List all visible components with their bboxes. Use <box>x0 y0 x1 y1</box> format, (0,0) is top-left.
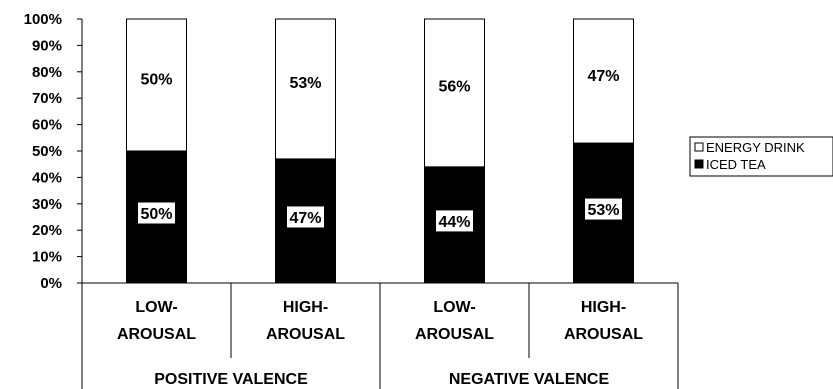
y-tick-label: 10% <box>32 249 62 266</box>
data-label-box <box>286 205 325 229</box>
data-label-energy-drink: 47% <box>587 68 619 85</box>
legend-swatch <box>694 159 704 169</box>
category-label: AROUSAL <box>415 326 494 343</box>
category-label: LOW- <box>433 299 475 316</box>
legend-label: ICED TEA <box>706 157 766 172</box>
data-label-box <box>137 201 176 225</box>
y-tick-label: 60% <box>32 117 62 134</box>
data-label-energy-drink: 56% <box>438 79 470 96</box>
y-tick-label: 20% <box>32 222 62 239</box>
y-tick-label: 100% <box>24 11 62 28</box>
y-tick-label: 90% <box>32 37 62 54</box>
category-label: AROUSAL <box>117 326 196 343</box>
bar-energy-drink <box>573 18 634 144</box>
group-label: NEGATIVE VALENCE <box>449 371 610 388</box>
legend-swatch <box>694 142 704 152</box>
y-tick-label: 40% <box>32 169 62 186</box>
legend-box <box>689 136 833 177</box>
data-label-iced-tea: 53% <box>587 202 619 219</box>
category-label: HIGH- <box>581 299 626 316</box>
y-tick-label: 50% <box>32 143 62 160</box>
category-label: AROUSAL <box>266 326 345 343</box>
data-label-box <box>584 197 623 221</box>
y-tick-label: 0% <box>40 275 62 292</box>
bar-energy-drink <box>275 18 336 160</box>
category-label: HIGH- <box>283 299 328 316</box>
y-tick-label: 70% <box>32 90 62 107</box>
data-label-box <box>435 209 474 233</box>
category-label: LOW- <box>135 299 177 316</box>
group-label: POSITIVE VALENCE <box>154 371 308 388</box>
data-label-iced-tea: 50% <box>140 206 172 223</box>
data-label-energy-drink: 50% <box>140 71 172 88</box>
category-label: AROUSAL <box>564 326 643 343</box>
data-label-energy-drink: 53% <box>289 75 321 92</box>
data-label-iced-tea: 47% <box>289 210 321 227</box>
bar-energy-drink <box>126 18 187 152</box>
y-tick-label: 30% <box>32 196 62 213</box>
y-tick-label: 80% <box>32 64 62 81</box>
legend-label: ENERGY DRINK <box>706 140 805 155</box>
data-label-iced-tea: 44% <box>438 214 470 231</box>
bar-energy-drink <box>424 18 485 168</box>
